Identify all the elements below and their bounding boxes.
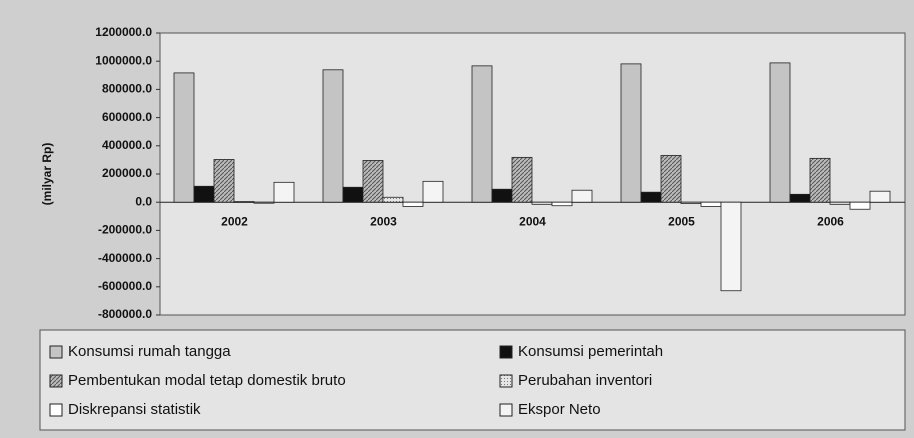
- bar: [809, 157, 831, 203]
- bar: [491, 188, 513, 203]
- bar: [342, 186, 364, 203]
- y-tick-label: -200000.0: [98, 223, 152, 237]
- bar: [789, 193, 811, 203]
- bar: [213, 159, 235, 203]
- y-tick-label: 1200000.0: [95, 25, 152, 39]
- bar: [640, 191, 662, 203]
- legend-label: Diskrepansi statistik: [68, 401, 201, 418]
- y-tick-label: 0.0: [135, 194, 152, 208]
- plot-area: [159, 32, 906, 316]
- legend-label: Pembentukan modal tetap domestik bruto: [68, 372, 346, 389]
- bar: [511, 156, 533, 203]
- y-tick-label: 1000000.0: [95, 53, 152, 67]
- legend-swatch: [499, 403, 513, 417]
- y-axis-label: (milyar Rp): [40, 143, 54, 206]
- bar: [471, 65, 493, 203]
- bar: [273, 181, 295, 203]
- bar: [769, 62, 791, 203]
- y-tick-label: -800000.0: [98, 307, 152, 321]
- bar: [849, 201, 871, 210]
- legend-label: Perubahan inventori: [518, 372, 652, 389]
- legend-box: [39, 329, 906, 431]
- y-tick-label: 600000.0: [102, 110, 152, 124]
- legend-swatch: [499, 374, 513, 388]
- x-tick-label: 2006: [817, 214, 844, 228]
- y-tick-label: -600000.0: [98, 279, 152, 293]
- x-tick-label: 2005: [668, 214, 695, 228]
- legend-label: Konsumsi pemerintah: [518, 343, 663, 360]
- y-tick-label: -400000.0: [98, 251, 152, 265]
- y-tick-label: 200000.0: [102, 166, 152, 180]
- legend-swatch: [499, 345, 513, 359]
- legend-label: Konsumsi rumah tangga: [68, 343, 231, 360]
- x-tick-label: 2004: [519, 214, 546, 228]
- legend-swatch: [49, 403, 63, 417]
- bar: [869, 190, 891, 203]
- bar: [193, 185, 215, 203]
- bar: [253, 201, 275, 204]
- legend-swatch: [49, 345, 63, 359]
- bar: [233, 201, 255, 203]
- bar: [660, 154, 682, 203]
- bar: [620, 63, 642, 203]
- bar: [362, 160, 384, 203]
- y-tick-label: 800000.0: [102, 82, 152, 96]
- legend-label: Ekspor Neto: [518, 401, 601, 418]
- y-tick-label: 400000.0: [102, 138, 152, 152]
- bar: [551, 201, 573, 207]
- bar: [173, 72, 195, 203]
- bar: [680, 201, 702, 205]
- bar: [720, 201, 742, 292]
- legend-swatch: [49, 374, 63, 388]
- bar: [322, 69, 344, 203]
- bar: [422, 180, 444, 203]
- bar: [402, 201, 424, 207]
- bar: [382, 196, 404, 203]
- bar: [531, 201, 553, 205]
- bar: [829, 201, 851, 205]
- bar: [571, 189, 593, 203]
- x-tick-label: 2003: [370, 214, 397, 228]
- bar: [700, 201, 722, 207]
- x-tick-label: 2002: [221, 214, 248, 228]
